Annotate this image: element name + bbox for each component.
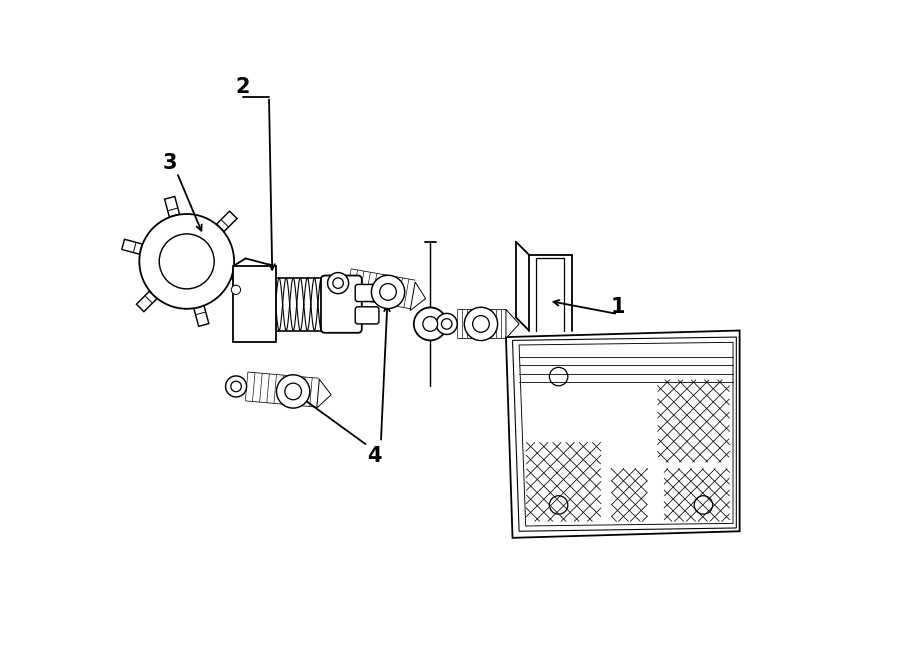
Circle shape — [464, 307, 498, 340]
Polygon shape — [217, 211, 237, 231]
Circle shape — [231, 285, 240, 294]
Polygon shape — [317, 379, 331, 408]
Text: 4: 4 — [367, 446, 382, 465]
Text: 3: 3 — [163, 153, 177, 173]
Polygon shape — [194, 306, 209, 327]
Circle shape — [414, 307, 446, 340]
Polygon shape — [506, 309, 519, 338]
Circle shape — [276, 375, 310, 408]
Circle shape — [333, 278, 344, 288]
Circle shape — [549, 368, 568, 386]
FancyBboxPatch shape — [356, 284, 379, 301]
FancyBboxPatch shape — [321, 276, 362, 332]
Circle shape — [694, 496, 713, 514]
Circle shape — [372, 275, 405, 309]
Polygon shape — [137, 292, 157, 311]
Polygon shape — [233, 266, 275, 342]
Polygon shape — [410, 282, 426, 311]
Circle shape — [140, 214, 234, 309]
Polygon shape — [122, 239, 142, 254]
Circle shape — [159, 234, 214, 289]
Polygon shape — [506, 330, 740, 538]
Circle shape — [226, 376, 247, 397]
Text: 1: 1 — [610, 297, 626, 317]
Polygon shape — [231, 268, 252, 284]
FancyBboxPatch shape — [356, 307, 379, 324]
Circle shape — [549, 496, 568, 514]
Circle shape — [284, 383, 302, 400]
Circle shape — [230, 381, 241, 392]
Circle shape — [423, 317, 437, 331]
Circle shape — [472, 315, 490, 332]
Circle shape — [328, 272, 348, 293]
Circle shape — [436, 313, 457, 334]
Polygon shape — [165, 196, 179, 217]
Circle shape — [441, 319, 452, 329]
Circle shape — [380, 284, 396, 300]
Text: 2: 2 — [236, 77, 250, 97]
